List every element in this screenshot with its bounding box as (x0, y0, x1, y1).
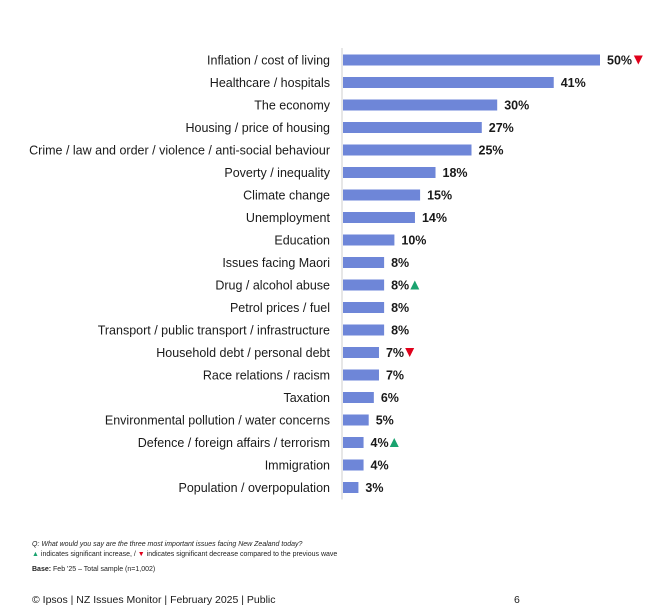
category-label-the-economy: The economy (254, 99, 330, 113)
category-label-climate-change: Climate change (243, 189, 330, 203)
bar-taxation (343, 392, 374, 403)
value-label-defence-foreign-affairs-terrorism: 4% (371, 436, 389, 450)
category-label-poverty-inequality: Poverty / inequality (224, 166, 330, 180)
category-label-inflation-cost-of-living: Inflation / cost of living (207, 54, 330, 68)
value-label-transport-public-transport-infrastructure: 8% (391, 324, 409, 338)
category-label-environmental-pollution-water-concerns: Environmental pollution / water concerns (105, 414, 330, 428)
value-label-taxation: 6% (381, 391, 399, 405)
value-label-environmental-pollution-water-concerns: 5% (376, 414, 394, 428)
category-label-petrol-prices-fuel: Petrol prices / fuel (230, 301, 330, 315)
page-number: 6 (514, 594, 520, 606)
bar-education (343, 234, 395, 246)
decrease-triangle-icon: ▼ (137, 551, 145, 558)
value-label-population-overpopulation: 3% (365, 481, 383, 495)
value-label-healthcare-hospitals: 41% (561, 76, 586, 90)
value-label-housing-price-of-housing: 27% (489, 121, 514, 135)
category-label-issues-facing-maori: Issues facing Maori (222, 256, 330, 270)
bar-inflation-cost-of-living (343, 54, 600, 66)
category-label-transport-public-transport-infrastructure: Transport / public transport / infrastru… (98, 324, 330, 338)
value-label-inflation-cost-of-living: 50% (607, 54, 632, 68)
value-label-petrol-prices-fuel: 8% (391, 301, 409, 315)
category-label-drug-alcohol-abuse: Drug / alcohol abuse (215, 279, 330, 293)
bar-petrol-prices-fuel (343, 302, 385, 313)
bar-population-overpopulation (343, 482, 359, 493)
bars-group: Inflation / cost of living 50% Healthcare … (29, 54, 643, 495)
decrease-triangle-icon-household-debt-personal-debt (405, 348, 415, 357)
base-text: Feb '25 – Total sample (n=1,002) (51, 566, 156, 573)
bar-immigration (343, 459, 364, 471)
category-label-immigration: Immigration (265, 459, 330, 473)
bar-housing-price-of-housing (343, 122, 482, 133)
value-label-household-debt-personal-debt: 7% (386, 346, 404, 360)
bar-race-relations-racism (343, 369, 379, 381)
decrease-legend-text: indicates significant decrease compared … (144, 551, 338, 558)
value-label-the-economy: 30% (504, 99, 529, 113)
bar-climate-change (343, 189, 421, 201)
significance-legend: ▲ indicates significant increase, / ▼ in… (32, 550, 337, 560)
category-label-crime-law-and-order-violence-anti-social-behaviour: Crime / law and order / violence / anti-… (29, 144, 330, 158)
value-label-crime-law-and-order-violence-anti-social-behaviour: 25% (479, 144, 504, 158)
category-label-education: Education (274, 234, 330, 248)
bar-healthcare-hospitals (343, 77, 554, 88)
bar-transport-public-transport-infrastructure (343, 324, 385, 336)
base-note: Base: Feb '25 – Total sample (n=1,002) (32, 565, 155, 575)
category-label-defence-foreign-affairs-terrorism: Defence / foreign affairs / terrorism (138, 436, 330, 450)
bar-environmental-pollution-water-concerns (343, 414, 369, 426)
bar-defence-foreign-affairs-terrorism (343, 437, 364, 448)
bar-the-economy (343, 99, 498, 111)
increase-triangle-icon-defence-foreign-affairs-terrorism (389, 438, 399, 447)
category-label-housing-price-of-housing: Housing / price of housing (185, 121, 330, 135)
increase-triangle-icon-drug-alcohol-abuse (410, 280, 420, 290)
issues-bar-chart: Inflation / cost of living 50% Healthcare … (29, 48, 643, 500)
value-label-climate-change: 15% (427, 189, 452, 203)
category-label-healthcare-hospitals: Healthcare / hospitals (210, 76, 330, 90)
bar-unemployment (343, 212, 415, 223)
value-label-education: 10% (401, 234, 426, 248)
value-label-drug-alcohol-abuse: 8% (391, 279, 409, 293)
increase-legend-text: indicates significant increase, / (38, 551, 138, 558)
bar-crime-law-and-order-violence-anti-social-behaviour (343, 144, 472, 156)
base-label: Base: (32, 566, 52, 573)
value-label-poverty-inequality: 18% (443, 166, 468, 180)
value-label-issues-facing-maori: 8% (391, 256, 409, 270)
bar-household-debt-personal-debt (343, 347, 379, 358)
footer-text: © Ipsos | NZ Issues Monitor | February 2… (32, 594, 276, 606)
increase-triangle-icon: ▲ (32, 551, 39, 558)
bar-issues-facing-maori (343, 257, 385, 268)
category-label-household-debt-personal-debt: Household debt / personal debt (156, 346, 330, 360)
value-label-unemployment: 14% (422, 211, 447, 225)
category-label-unemployment: Unemployment (246, 211, 331, 225)
category-label-taxation: Taxation (283, 391, 330, 405)
category-label-population-overpopulation: Population / overpopulation (178, 481, 330, 495)
value-label-immigration: 4% (371, 459, 389, 473)
decrease-triangle-icon-inflation-cost-of-living (633, 55, 643, 65)
bar-drug-alcohol-abuse (343, 279, 385, 291)
category-label-race-relations-racism: Race relations / racism (203, 369, 330, 383)
bar-poverty-inequality (343, 167, 436, 178)
value-label-race-relations-racism: 7% (386, 369, 404, 383)
survey-question-note: Q: What would you say are the three most… (32, 541, 303, 548)
